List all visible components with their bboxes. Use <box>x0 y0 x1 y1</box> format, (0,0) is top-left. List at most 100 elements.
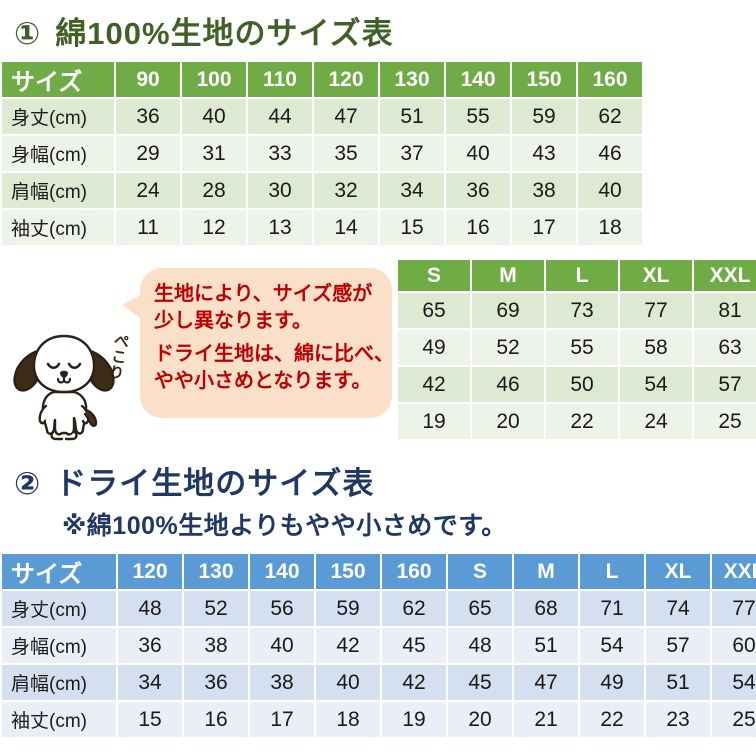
table-cell: 36 <box>118 628 182 663</box>
table-cell: 48 <box>448 628 512 663</box>
table-cell: 47 <box>314 99 378 134</box>
row-label: 身幅(cm) <box>2 628 116 663</box>
table-cell: 54 <box>580 628 644 663</box>
table-cell: 20 <box>472 404 544 439</box>
table-cell: 45 <box>382 628 446 663</box>
table-cell: 52 <box>472 330 544 365</box>
section-2-subtitle: ※綿100%生地よりもやや小さめです。 <box>62 512 507 540</box>
table-cell: 51 <box>646 665 710 700</box>
column-header-120: 120 <box>314 62 378 97</box>
table-row: 65 69 73 77 81 <box>398 293 756 328</box>
table-cell: 57 <box>646 628 710 663</box>
table-cell: 17 <box>250 702 314 737</box>
table-cell: 46 <box>472 367 544 402</box>
table-cell: 18 <box>578 210 642 245</box>
row-label: 肩幅(cm) <box>2 665 116 700</box>
table-cell: 42 <box>382 665 446 700</box>
column-header-140: 140 <box>446 62 510 97</box>
table-cell: 57 <box>694 367 756 402</box>
table-row: 袖丈(cm) 15 16 17 18 19 20 21 22 23 25 <box>2 702 756 737</box>
column-header-xxl: XXL <box>694 260 756 291</box>
column-header-s: S <box>398 260 470 291</box>
table-cell: 36 <box>184 665 248 700</box>
column-header-140: 140 <box>250 554 314 589</box>
table-cell: 47 <box>514 665 578 700</box>
table-row: 肩幅(cm) 24 28 30 32 34 36 38 40 <box>2 173 642 208</box>
table-cell: 60 <box>712 628 756 663</box>
table-row: 肩幅(cm) 34 36 38 40 42 45 47 49 51 54 <box>2 665 756 700</box>
table-cell: 19 <box>398 404 470 439</box>
column-header-160: 160 <box>578 62 642 97</box>
row-label: 袖丈(cm) <box>2 210 114 245</box>
table-cell: 21 <box>514 702 578 737</box>
column-header-xl: XL <box>620 260 692 291</box>
table-cell: 48 <box>118 591 182 626</box>
table-cell: 42 <box>316 628 380 663</box>
column-header-s: S <box>448 554 512 589</box>
column-header-90: 90 <box>116 62 180 97</box>
table-cell: 36 <box>116 99 180 134</box>
table-header-row: サイズ 90 100 110 120 130 140 150 160 <box>2 62 642 97</box>
table-cell: 24 <box>620 404 692 439</box>
table-row: 身丈(cm) 36 40 44 47 51 55 59 62 <box>2 99 642 134</box>
bubble-line-4: やや小さめとなります。 <box>154 369 372 392</box>
table-cell: 40 <box>446 136 510 171</box>
table-cell: 54 <box>620 367 692 402</box>
column-header-size: サイズ <box>2 554 116 589</box>
table-cell: 42 <box>398 367 470 402</box>
table-cell: 15 <box>118 702 182 737</box>
table-cell: 20 <box>448 702 512 737</box>
table-cell: 29 <box>116 136 180 171</box>
table-cell: 45 <box>448 665 512 700</box>
cotton-size-table-adult: S M L XL XXL 65 69 73 77 81 49 52 55 58 … <box>396 258 756 441</box>
table-cell: 52 <box>184 591 248 626</box>
table-cell: 32 <box>314 173 378 208</box>
bubble-line-1: 生地により、サイズ感が <box>154 283 373 305</box>
table-cell: 13 <box>248 210 312 245</box>
dry-size-table: サイズ 120 130 140 150 160 S M L XL XXL 身丈(… <box>0 552 756 739</box>
table-cell: 77 <box>620 293 692 328</box>
table-cell: 55 <box>546 330 618 365</box>
table-cell: 74 <box>646 591 710 626</box>
table-cell: 12 <box>182 210 246 245</box>
bubble-spacer <box>154 334 382 341</box>
table-cell: 77 <box>712 591 756 626</box>
table-cell: 22 <box>580 702 644 737</box>
table-cell: 11 <box>116 210 180 245</box>
table-cell: 56 <box>250 591 314 626</box>
column-header-150: 150 <box>316 554 380 589</box>
table-cell: 65 <box>448 591 512 626</box>
column-header-130: 130 <box>380 62 444 97</box>
table-cell: 23 <box>646 702 710 737</box>
table-cell: 30 <box>248 173 312 208</box>
table-cell: 49 <box>580 665 644 700</box>
row-label: 身丈(cm) <box>2 591 116 626</box>
column-header-160: 160 <box>382 554 446 589</box>
table-cell: 17 <box>512 210 576 245</box>
table-cell: 40 <box>316 665 380 700</box>
section-1-number: ① <box>14 16 42 51</box>
table-cell: 54 <box>712 665 756 700</box>
speech-bubble: 生地により、サイズ感が 少し異なります。 ドライ生地は、綿に比べ、 やや小さめと… <box>140 268 394 418</box>
row-label: 袖丈(cm) <box>2 702 116 737</box>
table-cell: 35 <box>314 136 378 171</box>
column-header-100: 100 <box>182 62 246 97</box>
table-cell: 73 <box>546 293 618 328</box>
table-cell: 16 <box>446 210 510 245</box>
table-cell: 49 <box>398 330 470 365</box>
table-row: 袖丈(cm) 11 12 13 14 15 16 17 18 <box>2 210 642 245</box>
table-row: 身幅(cm) 29 31 33 35 37 40 43 46 <box>2 136 642 171</box>
table-cell: 28 <box>182 173 246 208</box>
table-cell: 71 <box>580 591 644 626</box>
row-label: 肩幅(cm) <box>2 173 114 208</box>
dog-mascot-icon <box>13 334 115 441</box>
table-cell: 36 <box>446 173 510 208</box>
table-cell: 50 <box>546 367 618 402</box>
table-cell: 25 <box>712 702 756 737</box>
table-cell: 24 <box>116 173 180 208</box>
table-cell: 16 <box>184 702 248 737</box>
table-row: 42 46 50 54 57 <box>398 367 756 402</box>
table-header-row: サイズ 120 130 140 150 160 S M L XL XXL <box>2 554 756 589</box>
table-cell: 62 <box>382 591 446 626</box>
